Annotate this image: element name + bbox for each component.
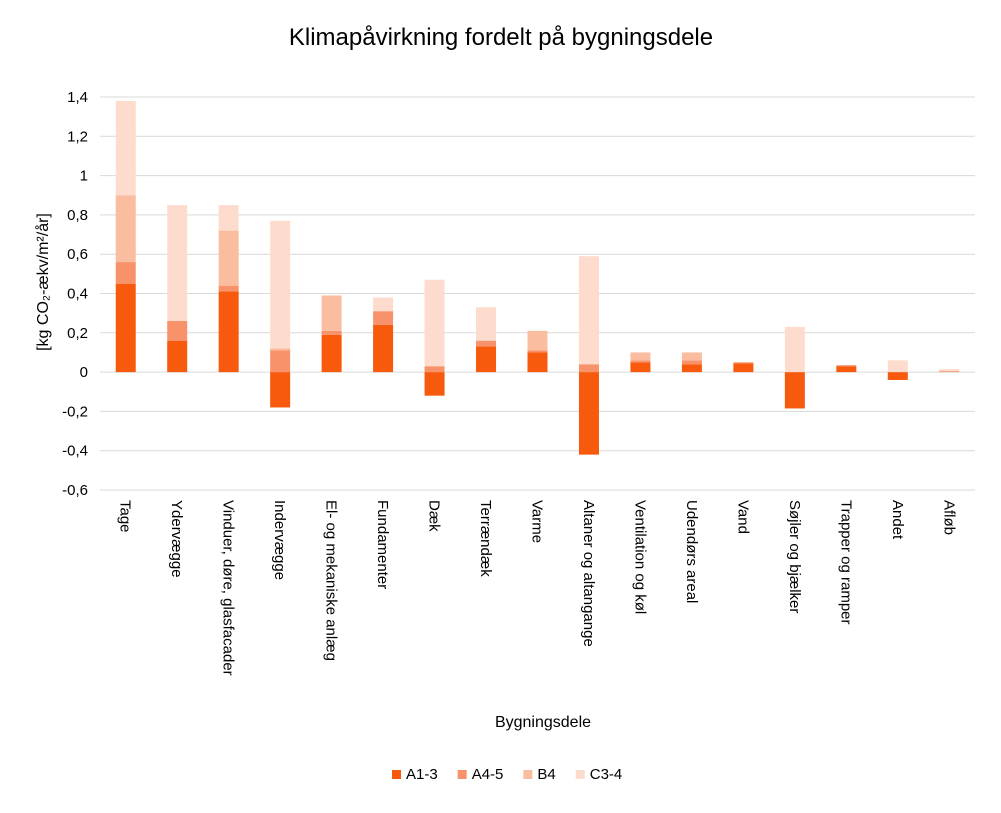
legend-swatch <box>523 770 533 779</box>
bar-segment-b4 <box>630 352 651 361</box>
bar-segment-a4-5 <box>115 262 136 284</box>
x-category-label: Søjler og bjælker <box>786 500 803 613</box>
bar-segment-c3-4 <box>939 369 960 372</box>
bar-segment-b4 <box>321 295 342 331</box>
x-category-label: Dæk <box>426 500 443 532</box>
bar-segment-c3-4 <box>784 326 805 373</box>
x-category-label: Ventilation og køl <box>631 500 648 614</box>
x-category-label: Vinduer, døre, glasfacader <box>220 500 237 676</box>
y-tick-label: -0,4 <box>62 443 88 460</box>
bar-segment-a1-3 <box>630 362 651 373</box>
y-axis-title: [kg CO₂-ækv/m²/år] <box>34 213 52 351</box>
legend-entry: A4-5 <box>472 766 504 783</box>
y-tick-label: 1,2 <box>67 128 88 145</box>
bar-segment-a1-3 <box>578 372 599 455</box>
y-tick-label: 1 <box>80 168 88 185</box>
legend-entry: A1-3 <box>406 766 438 783</box>
y-axis-ticks: -0,6 -0,4 -0,2 0 0,2 0,4 0,6 0,8 1 1,2 1,4 <box>62 89 88 499</box>
y-tick-label: 0 <box>80 364 88 381</box>
bar-segment-a4-5 <box>733 362 754 364</box>
x-category-label: Udendørs areal <box>683 500 700 603</box>
bar-segment-a1-3 <box>836 366 857 373</box>
legend-swatch <box>457 770 467 779</box>
y-tick-label: 0,4 <box>67 286 88 303</box>
y-tick-label: 0,2 <box>67 325 88 342</box>
x-category-label: Fundamenter <box>374 500 391 589</box>
bar-segment-a1-3 <box>424 372 445 396</box>
bar-segment-a4-5 <box>218 285 239 292</box>
x-axis-title: Bygningsdele <box>495 714 591 731</box>
bar-segment-b4 <box>681 352 702 361</box>
bar-segment-b4 <box>527 330 548 351</box>
bar-segment-a4-5 <box>939 371 960 373</box>
bar-segment-a1-3 <box>733 363 754 373</box>
x-category-label: Indervægge <box>271 500 288 580</box>
bar-segment-c3-4 <box>476 307 497 341</box>
bar-segment-c3-4 <box>424 279 445 367</box>
bar-segment-c3-4 <box>578 256 599 365</box>
x-category-label: Afløb <box>940 500 957 535</box>
x-axis-categories: Tage Ydervægge Vinduer, døre, glasfacader I… <box>117 500 958 676</box>
bar-segment-a1-3 <box>476 346 497 373</box>
bar-segment-c3-4 <box>373 297 394 312</box>
bar-segment-a4-5 <box>424 366 445 373</box>
bar-segment-a1-3 <box>270 372 291 408</box>
x-category-label: Altaner og altangange <box>580 500 597 647</box>
bar-segment-a1-3 <box>887 372 908 380</box>
y-tick-label: -0,6 <box>62 482 88 499</box>
bar-segment-a4-5 <box>373 311 394 325</box>
bar-segment-c3-4 <box>270 220 291 349</box>
chart-title: Klimapåvirkning fordelt på bygningsdele <box>289 24 713 51</box>
legend-entry: C3-4 <box>590 766 623 783</box>
bar-segment-c3-4 <box>115 100 136 196</box>
x-category-label: Andet <box>889 500 906 540</box>
x-category-label: Terrændæk <box>477 500 494 577</box>
bar-segment-a4-5 <box>630 360 651 363</box>
y-tick-label: 0,8 <box>67 207 88 224</box>
bar-segment-a4-5 <box>681 360 702 365</box>
x-category-label: Vand <box>734 500 751 534</box>
bars <box>115 100 960 455</box>
x-category-label: El- og mekaniske anlæg <box>323 500 340 661</box>
bar-segment-a1-3 <box>373 324 394 373</box>
bar-segment-b4 <box>115 195 136 263</box>
bar-segment-c3-4 <box>167 205 188 322</box>
bar-segment-a1-3 <box>167 340 188 373</box>
bar-segment-a4-5 <box>527 350 548 353</box>
bar-segment-a4-5 <box>167 321 188 341</box>
bar-segment-a4-5 <box>578 364 599 373</box>
bar-segment-a1-3 <box>784 372 805 409</box>
y-tick-label: 1,4 <box>67 89 88 106</box>
x-category-label: Trapper og ramper <box>837 500 854 625</box>
bar-segment-a1-3 <box>115 283 136 373</box>
bar-segment-a1-3 <box>321 334 342 373</box>
bar-segment-a4-5 <box>836 365 857 367</box>
bar-segment-a4-5 <box>270 350 291 373</box>
bar-segment-a1-3 <box>681 364 702 373</box>
bar-segment-a4-5 <box>321 330 342 335</box>
legend-swatch <box>392 770 401 779</box>
x-category-label: Varme <box>529 500 546 543</box>
x-category-label: Ydervægge <box>168 500 185 578</box>
legend: A1-3 A4-5 B4 C3-4 <box>392 766 622 783</box>
x-category-label: Tage <box>117 500 134 533</box>
y-tick-label: -0,2 <box>62 403 88 420</box>
legend-swatch <box>575 770 585 779</box>
bar-segment-b4 <box>270 348 291 351</box>
bar-segment-c3-4 <box>218 205 239 231</box>
bar-segment-a1-3 <box>218 291 239 373</box>
y-tick-label: 0,6 <box>67 246 88 263</box>
legend-entry: B4 <box>537 766 555 783</box>
bar-segment-a4-5 <box>476 340 497 347</box>
bar-segment-a1-3 <box>527 352 548 373</box>
bar-segment-c3-4 <box>887 360 908 373</box>
bar-segment-b4 <box>218 230 239 286</box>
